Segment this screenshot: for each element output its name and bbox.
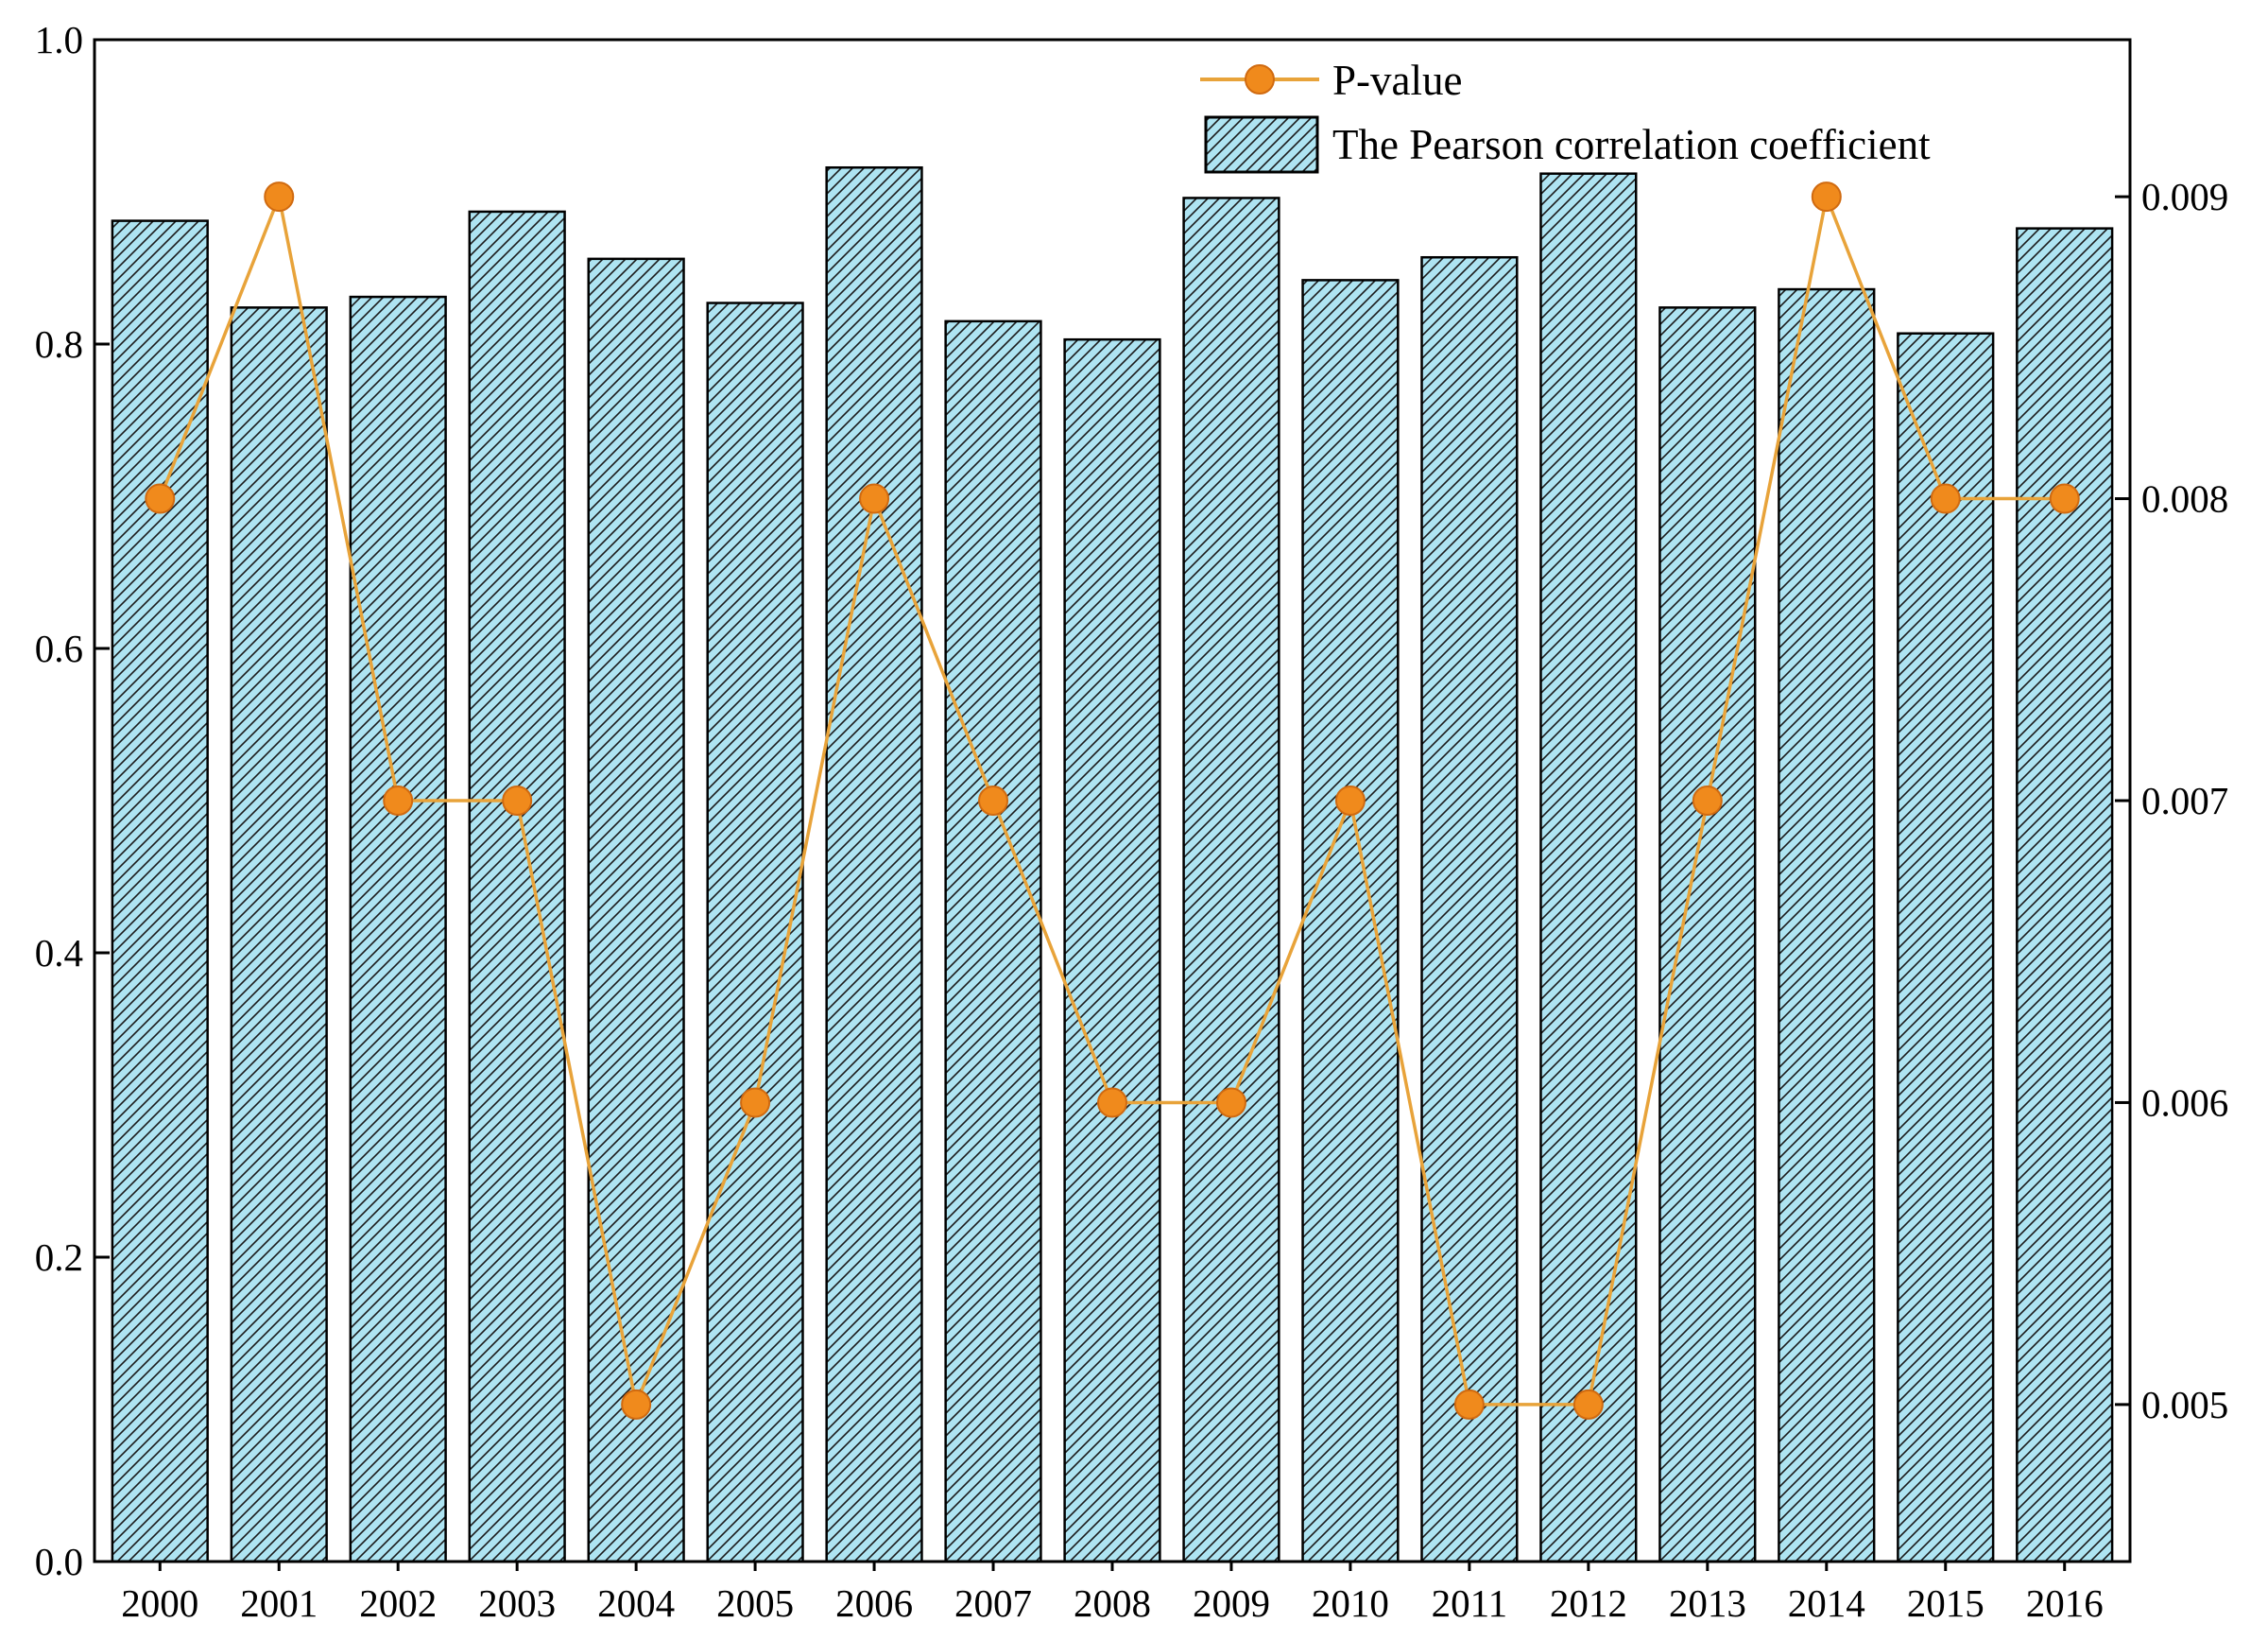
- x-tick-label: 2011: [1432, 1581, 1507, 1625]
- pvalue-point-2004: [621, 1389, 652, 1420]
- bar-2008: [1063, 337, 1161, 1563]
- pvalue-point-2009: [1215, 1087, 1246, 1118]
- pvalue-point-2008: [1097, 1087, 1127, 1118]
- legend-pearson-swatch: [1204, 115, 1319, 174]
- pvalue-point-2002: [383, 785, 414, 816]
- x-tick-label: 2009: [1193, 1581, 1270, 1625]
- legend-pvalue-marker: [1245, 64, 1275, 95]
- x-tick-label: 2006: [835, 1581, 913, 1625]
- bar-2000: [111, 219, 209, 1563]
- bar-2015: [1897, 332, 1995, 1563]
- x-tick-label: 2012: [1550, 1581, 1627, 1625]
- bar-2002: [349, 295, 447, 1563]
- bar-2009: [1182, 197, 1280, 1563]
- pvalue-point-2005: [740, 1087, 771, 1118]
- y-right-tick-label: 0.007: [2141, 779, 2228, 822]
- y-left-tick-label: 0.6: [35, 627, 83, 670]
- bar-2004: [587, 257, 685, 1563]
- bar-2005: [706, 302, 804, 1563]
- y-left-tick-label: 0.2: [35, 1235, 83, 1279]
- bar-2010: [1301, 279, 1400, 1563]
- y-left-tick-label: 0.0: [35, 1540, 83, 1583]
- bar-2016: [2016, 227, 2114, 1563]
- x-tick-label: 2004: [597, 1581, 675, 1625]
- x-tick-label: 2014: [1788, 1581, 1865, 1625]
- x-tick-label: 2013: [1669, 1581, 1746, 1625]
- y-right-tick-label: 0.008: [2141, 477, 2228, 521]
- x-tick-label: 2015: [1907, 1581, 1984, 1625]
- bar-2011: [1420, 255, 1519, 1563]
- x-tick-label: 2000: [121, 1581, 198, 1625]
- pvalue-point-2001: [264, 181, 295, 213]
- pvalue-point-2011: [1453, 1389, 1485, 1420]
- x-tick-label: 2002: [359, 1581, 437, 1625]
- bar-2012: [1539, 172, 1638, 1563]
- pvalue-point-2000: [145, 483, 176, 514]
- x-tick-label: 2001: [240, 1581, 318, 1625]
- pvalue-point-2012: [1572, 1389, 1604, 1420]
- legend: P-value The Pearson correlation coeffici…: [1200, 57, 1931, 174]
- plot-area: [111, 165, 2114, 1563]
- x-tick-label: 2003: [478, 1581, 556, 1625]
- y-right-tick-label: 0.005: [2141, 1383, 2228, 1426]
- x-tick-label: 2016: [2026, 1581, 2104, 1625]
- axes: 0.0 0.2 0.4 0.6 0.8 1.0 0.005 0.006 0.007 0.008 0.…: [35, 18, 2229, 1625]
- pvalue-point-2013: [1692, 785, 1723, 816]
- pvalue-point-2015: [1930, 483, 1961, 514]
- x-tick-label: 2005: [716, 1581, 794, 1625]
- pvalue-point-2014: [1811, 181, 1842, 213]
- x-tick-label: 2008: [1074, 1581, 1151, 1625]
- bar-2013: [1658, 306, 1757, 1563]
- legend-pearson-label: The Pearson correlation coefficient: [1332, 121, 1931, 168]
- y-left-tick-label: 1.0: [35, 18, 83, 61]
- pvalue-point-2006: [859, 483, 890, 514]
- x-tick-label: 2010: [1312, 1581, 1389, 1625]
- bar-2007: [944, 319, 1042, 1563]
- y-right-tick-label: 0.009: [2141, 175, 2228, 218]
- pvalue-point-2007: [978, 785, 1009, 816]
- bar-2003: [468, 210, 566, 1563]
- y-left-tick-label: 0.8: [35, 322, 83, 366]
- bar-2001: [230, 306, 328, 1563]
- pvalue-point-2003: [502, 785, 533, 816]
- bar-2014: [1778, 287, 1876, 1563]
- legend-pvalue-label: P-value: [1332, 57, 1462, 104]
- bar-2006: [825, 165, 923, 1563]
- y-left-tick-label: 0.4: [35, 931, 83, 975]
- pvalue-point-2016: [2049, 483, 2080, 514]
- x-tick-label: 2007: [954, 1581, 1032, 1625]
- pvalue-point-2010: [1334, 785, 1366, 816]
- y-right-tick-label: 0.006: [2141, 1080, 2228, 1124]
